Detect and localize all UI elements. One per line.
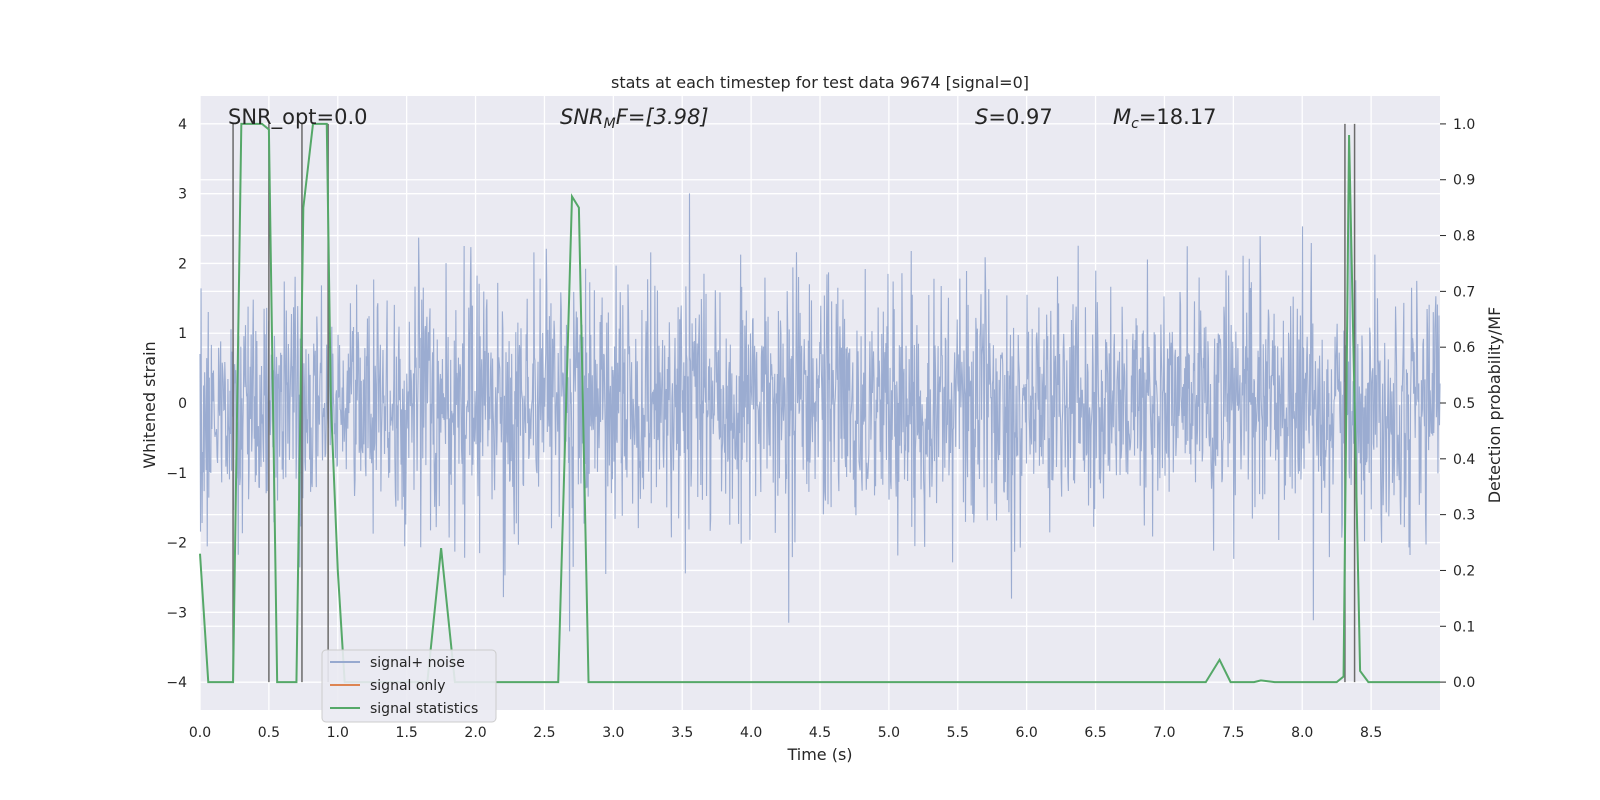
y-right-tick-2: 0.8 — [1453, 229, 1475, 245]
snr-mf-var: SNR — [560, 105, 604, 129]
legend: signal+ noise signal only signal statist… — [321, 649, 497, 723]
mc-var: M — [1113, 105, 1131, 129]
snr-mf-tail: F=[3.98] — [616, 105, 709, 129]
x-tick-1: 0.5 — [258, 725, 280, 741]
y-left-tick-2: 2 — [178, 256, 187, 272]
legend-label-signal: signal only — [370, 678, 445, 694]
x-tick-10: 5.0 — [878, 725, 900, 741]
y-right-tick-1: 0.9 — [1453, 173, 1475, 189]
y-right-tick-5: 0.5 — [1453, 396, 1475, 412]
x-tick-2: 1.0 — [327, 725, 349, 741]
stats-line — [199, 122, 1440, 684]
y-right-tick-7: 0.3 — [1453, 508, 1475, 524]
y-right-tick-3: 0.7 — [1453, 284, 1475, 300]
y-right-tick-labels: 1.0 0.9 0.8 0.7 0.6 0.5 0.4 0.3 0.2 0.1 0.0 — [1440, 117, 1475, 691]
legend-label-stats: signal statistics — [370, 701, 478, 717]
y-right-tick-0: 1.0 — [1453, 117, 1475, 133]
x-tick-15: 7.5 — [1222, 725, 1244, 741]
noise-series — [199, 193, 1441, 632]
legend-box — [321, 649, 497, 723]
y-axis-label-left: Whitened strain — [140, 341, 159, 468]
annotation-snr-mf: SNRMF=[3.98] — [560, 105, 709, 132]
s-var: S — [975, 105, 988, 129]
y-left-tick-5: −1 — [166, 466, 187, 482]
snr-mf-sub: M — [604, 116, 616, 132]
y-left-tick-4: 0 — [178, 396, 187, 412]
x-tick-labels: 0.0 0.5 1.0 1.5 2.0 2.5 3.0 3.5 4.0 4.5 5.0 5.5 6.0 6… — [189, 725, 1382, 741]
y-left-tick-3: 1 — [178, 326, 187, 342]
x-tick-11: 5.5 — [947, 725, 969, 741]
y-left-tick-labels: 4 3 2 1 0 −1 −2 −3 −4 — [166, 117, 187, 691]
x-tick-16: 8.0 — [1291, 725, 1313, 741]
y-right-tick-10: 0.0 — [1453, 675, 1475, 691]
legend-label-noise: signal+ noise — [370, 655, 465, 671]
x-tick-4: 2.0 — [464, 725, 486, 741]
x-tick-8: 4.0 — [740, 725, 762, 741]
x-tick-14: 7.0 — [1153, 725, 1175, 741]
x-tick-6: 3.0 — [602, 725, 624, 741]
y-left-tick-1: 3 — [178, 187, 187, 203]
x-tick-0: 0.0 — [189, 725, 211, 741]
x-tick-9: 4.5 — [809, 725, 831, 741]
y-axis-label-right: Detection probability/MF — [1485, 307, 1504, 504]
annotation-mc: Mc=18.17 — [1113, 105, 1217, 132]
x-tick-17: 8.5 — [1360, 725, 1382, 741]
chart-title: stats at each timestep for test data 967… — [611, 73, 1029, 92]
mc-sub: c — [1131, 116, 1139, 132]
stats-series — [199, 122, 1440, 684]
x-tick-7: 3.5 — [671, 725, 693, 741]
s-value: =0.97 — [988, 105, 1052, 129]
x-tick-5: 2.5 — [533, 725, 555, 741]
x-tick-12: 6.0 — [1016, 725, 1038, 741]
y-left-tick-8: −4 — [166, 675, 187, 691]
x-axis-label: Time (s) — [786, 745, 852, 764]
y-left-tick-7: −3 — [166, 605, 187, 621]
mc-value: =18.17 — [1139, 105, 1217, 129]
y-right-tick-6: 0.4 — [1453, 452, 1475, 468]
y-right-tick-9: 0.1 — [1453, 619, 1475, 635]
y-left-tick-6: −2 — [166, 536, 187, 552]
y-right-tick-4: 0.6 — [1453, 340, 1475, 356]
annotation-snr-opt: SNR_opt=0.0 — [228, 105, 368, 130]
noise-line — [199, 193, 1441, 632]
y-left-tick-0: 4 — [178, 117, 187, 133]
annotation-s: S=0.97 — [975, 105, 1053, 129]
y-right-tick-8: 0.2 — [1453, 563, 1475, 579]
x-tick-3: 1.5 — [396, 725, 418, 741]
x-tick-13: 6.5 — [1084, 725, 1106, 741]
